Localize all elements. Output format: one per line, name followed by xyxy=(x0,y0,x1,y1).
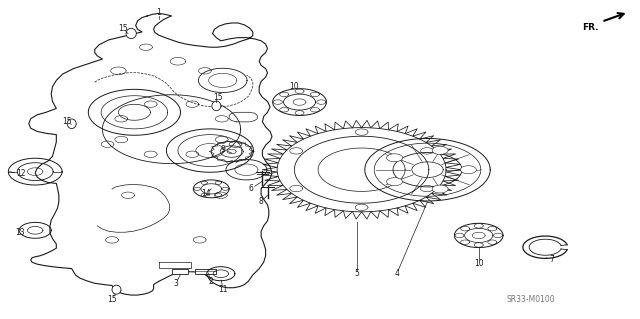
Text: 14: 14 xyxy=(201,189,211,198)
Text: 15: 15 xyxy=(118,24,128,33)
Text: 11: 11 xyxy=(218,285,227,294)
Text: 15: 15 xyxy=(107,295,117,304)
Ellipse shape xyxy=(387,178,403,186)
Text: 15: 15 xyxy=(212,93,223,102)
Text: 10: 10 xyxy=(289,82,300,91)
Bar xyxy=(195,269,216,274)
Text: 6: 6 xyxy=(248,184,253,193)
Text: 4: 4 xyxy=(394,269,399,278)
Ellipse shape xyxy=(126,28,136,39)
Text: 9: 9 xyxy=(220,145,225,154)
Ellipse shape xyxy=(432,185,448,193)
Text: 1: 1 xyxy=(156,8,161,17)
Text: SR33-M0100: SR33-M0100 xyxy=(507,295,556,304)
Text: FR.: FR. xyxy=(582,23,598,32)
Text: 7: 7 xyxy=(549,256,554,264)
Ellipse shape xyxy=(432,146,448,154)
Ellipse shape xyxy=(67,119,76,129)
Ellipse shape xyxy=(212,101,221,111)
Ellipse shape xyxy=(460,166,476,174)
Text: 12: 12 xyxy=(16,169,25,178)
Text: 10: 10 xyxy=(474,259,484,268)
Ellipse shape xyxy=(387,154,403,162)
Text: 3: 3 xyxy=(173,279,179,288)
Bar xyxy=(172,269,188,274)
Text: 5: 5 xyxy=(355,269,360,278)
Text: 15: 15 xyxy=(62,117,72,126)
Text: 13: 13 xyxy=(15,228,26,237)
Text: 8: 8 xyxy=(259,197,264,206)
Text: 2: 2 xyxy=(209,277,214,286)
Ellipse shape xyxy=(112,285,121,294)
